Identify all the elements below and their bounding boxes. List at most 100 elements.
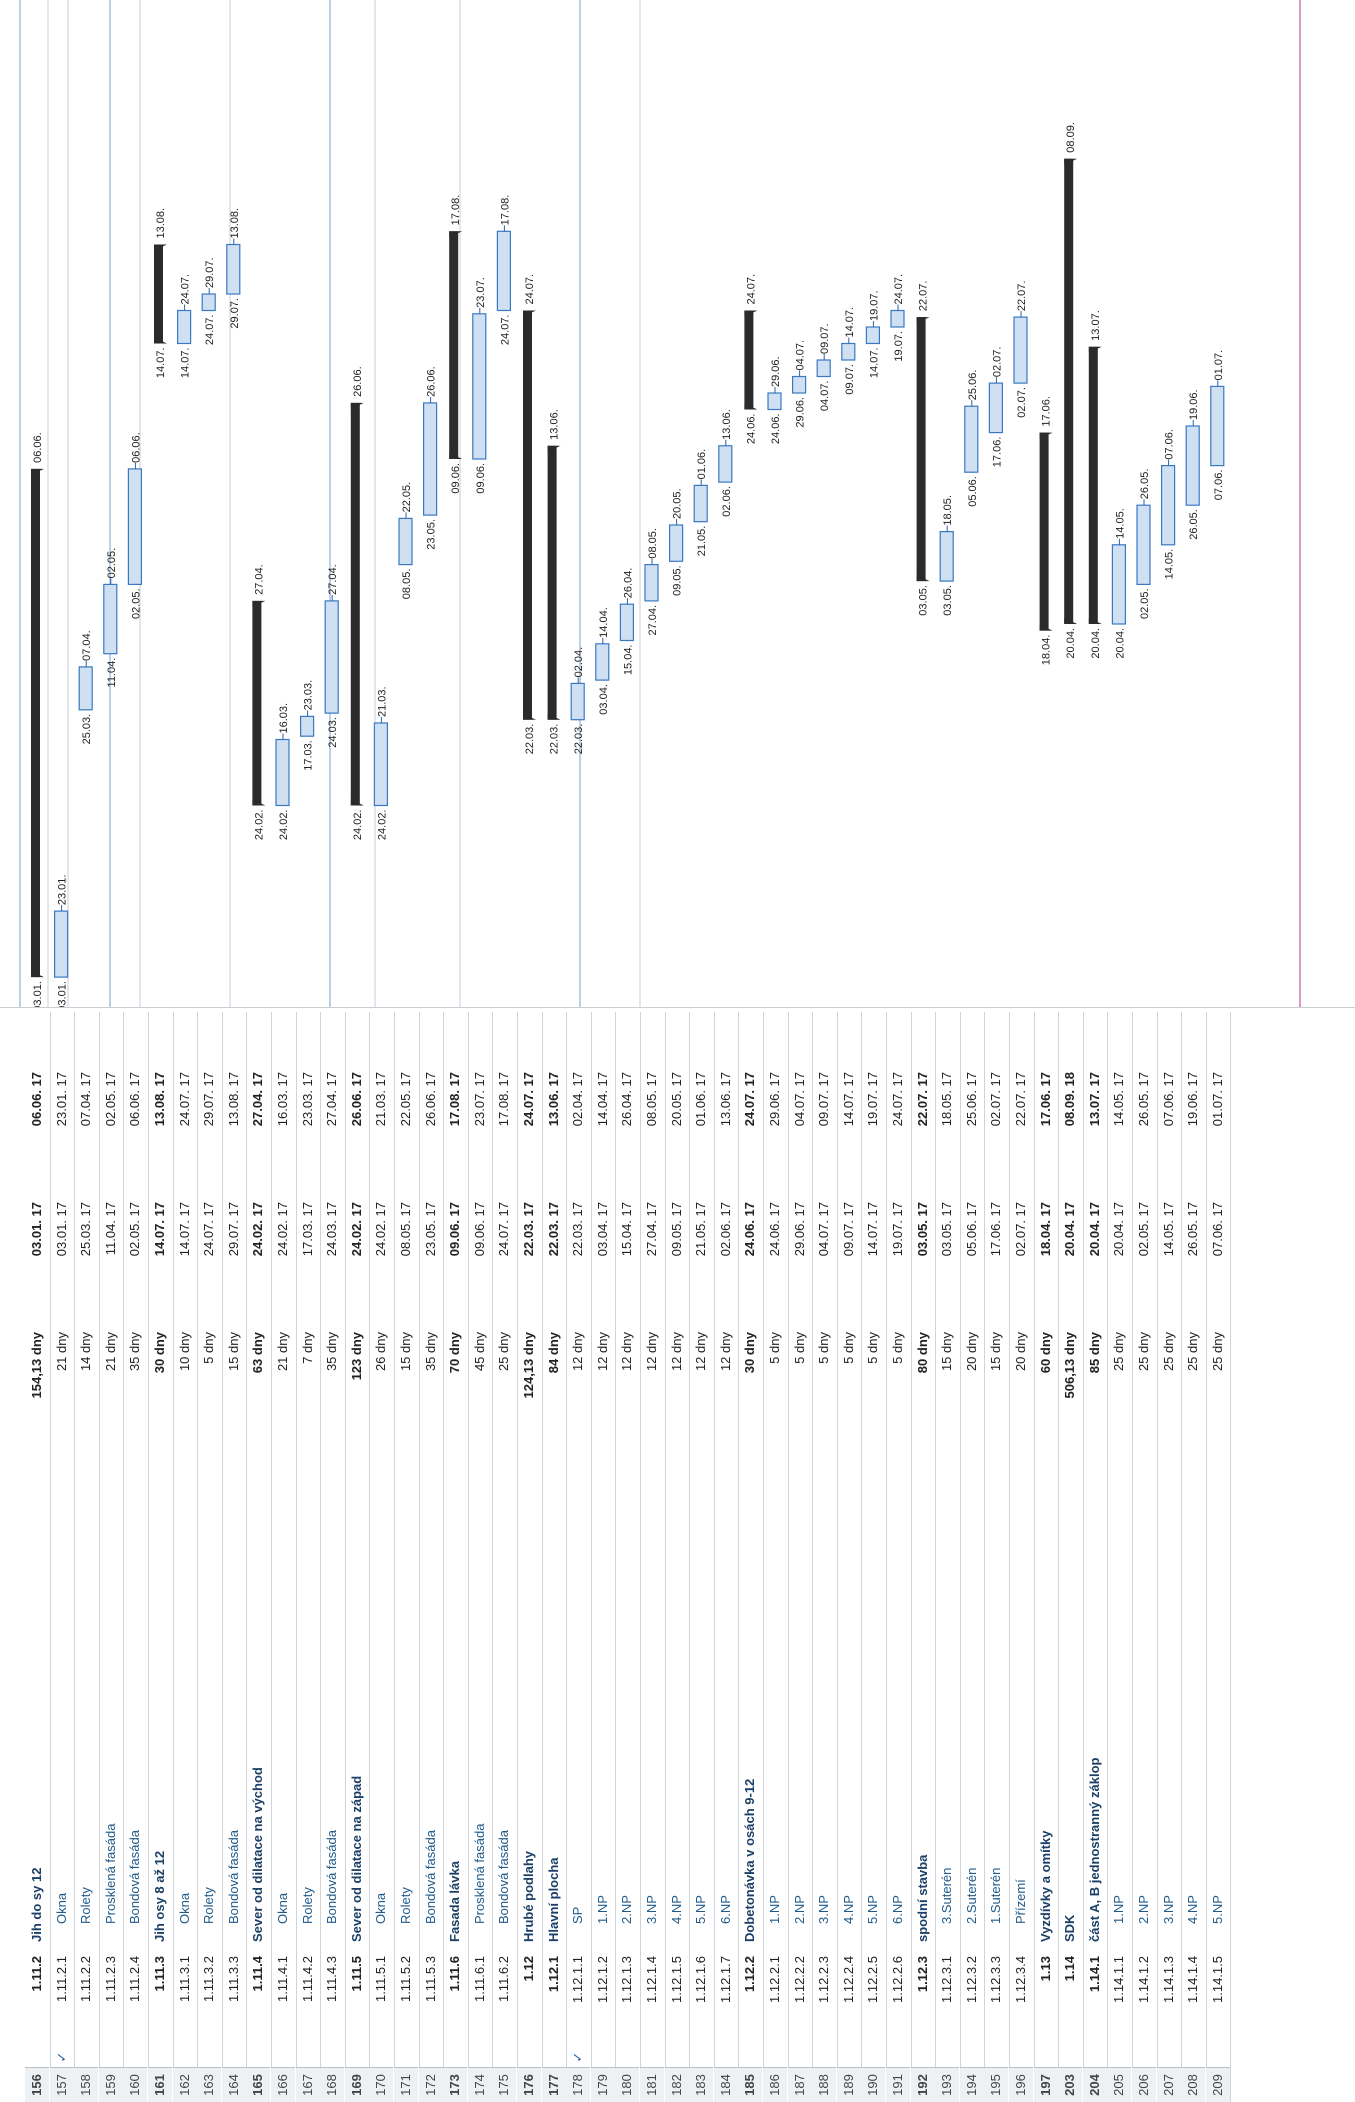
check-icon [640,2046,664,2068]
table-row[interactable]: 160 1.11.2.4 Bondová fasáda 35 dny 02.05. 17… [123,1012,149,2102]
table-row[interactable]: 204 1.14.1 část A, B jednostranný záklop 85… [1083,1012,1109,2102]
task-name: část A, B jednostranný záklop [1083,1482,1107,1942]
start-date: 03.04. 17 [591,1202,615,1312]
table-row[interactable]: 182 1.12.1.5 4.NP 12 dny 09.05. 17 20.05. 17 [665,1012,691,2102]
row-id: 208 [1181,2067,1205,2102]
bar-start-label: 26.05. [1188,509,1200,540]
row-id: 178 [566,2067,590,2102]
table-row[interactable]: 178 ✓ 1.12.1.1 SP 12 dny 22.03. 17 02.04. 17 [566,1012,592,2102]
table-row[interactable]: 180 1.12.1.3 2.NP 12 dny 15.04. 17 26.04. 17 [615,1012,641,2102]
table-row[interactable]: 179 1.12.1.2 1.NP 12 dny 03.04. 17 14.04. 17 [591,1012,617,2102]
table-row[interactable]: 207 1.14.1.3 3.NP 25 dny 14.05. 17 07.06. 17 [1157,1012,1183,2102]
table-row[interactable]: 157 ✓ 1.11.2.1 Okna 21 dny 03.01. 17 23.01. 17 [50,1012,76,2102]
table-row[interactable]: 181 1.12.1.4 3.NP 12 dny 27.04. 17 08.05. 17 [640,1012,666,2102]
table-row[interactable]: 189 1.12.2.4 4.NP 5 dny 09.07. 17 14.07. 17 [837,1012,863,2102]
table-row[interactable]: 203 1.14 SDK 506,13 dny 20.04. 17 08.09. 18 [1058,1012,1084,2102]
start-date: 29.07. 17 [222,1202,246,1312]
task-bar [374,723,387,806]
start-date: 22.03. 17 [566,1202,590,1312]
table-row[interactable]: 159 1.11.2.3 Prosklená fasáda 21 dny 11.04. … [99,1012,125,2102]
start-date: 11.04. 17 [99,1202,123,1312]
table-row[interactable]: 167 1.11.4.2 Rolety 7 dny 17.03. 17 23.03. 17 [296,1012,322,2102]
bar-end-label: 24.07. [180,274,192,305]
table-row[interactable]: 191 1.12.2.6 6.NP 5 dny 19.07. 17 24.07. 17 [886,1012,912,2102]
table-row[interactable]: 188 1.12.2.3 3.NP 5 dny 04.07. 17 09.07. 17 [812,1012,838,2102]
check-icon [886,2046,910,2068]
table-row[interactable]: 193 1.12.3.1 3.Suterén 15 dny 03.05. 17 18.05… [935,1012,961,2102]
bar-end-label: 02.07. [991,347,1003,378]
table-row[interactable]: 170 1.11.5.1 Okna 26 dny 24.02. 17 21.03. 17 [369,1012,395,2102]
start-date: 07.06. 17 [1206,1202,1230,1312]
bar-end-label: 26.06. [352,366,364,397]
table-row[interactable]: 187 1.12.2.2 2.NP 5 dny 29.06. 17 04.07. 17 [788,1012,814,2102]
table-row[interactable]: 176 1.12 Hrubé podlahy 124,13 dny 22.03. 17 2… [517,1012,543,2102]
task-name: 2.NP [1132,1464,1156,1942]
table-row[interactable]: 183 1.12.1.6 5.NP 12 dny 21.05. 17 01.06. 17 [689,1012,715,2102]
task-bar [793,377,806,394]
end-date: 21.03. 17 [369,1072,393,1182]
end-date: 24.07. 17 [738,1072,762,1182]
wbs-code: 1.11.3 [148,1946,172,2046]
bar-end-label: 27.04. [327,564,339,595]
end-date: 19.07. 17 [861,1072,885,1182]
table-row[interactable]: 186 1.12.2.1 1.NP 5 dny 24.06. 17 29.06. 17 [763,1012,789,2102]
task-name: Jih do sy 12 [25,1482,49,1942]
row-id: 204 [1083,2067,1107,2102]
wbs-code: 1.12.3.1 [935,1946,959,2046]
table-row[interactable]: 208 1.14.1.4 4.NP 25 dny 26.05. 17 19.06. 17 [1181,1012,1207,2102]
end-date: 26.05. 17 [1132,1072,1156,1182]
table-row[interactable]: 197 1.13 Vyzdívky a omítky 60 dny 18.04. 17 1… [1034,1012,1060,2102]
bar-end-label: 13.06. [721,409,733,440]
end-date: 24.07. 17 [173,1072,197,1182]
check-icon [591,2046,615,2068]
table-row[interactable]: 172 1.11.5.3 Bondová fasáda 35 dny 23.05. 17… [419,1012,445,2102]
start-date: 24.07. 17 [492,1202,516,1312]
table-row[interactable]: 162 1.11.3.1 Okna 10 dny 14.07. 17 24.07. 17 [173,1012,199,2102]
table-row[interactable]: 184 1.12.1.7 6.NP 12 dny 02.06. 17 13.06. 17 [714,1012,740,2102]
table-row[interactable]: 175 1.11.6.2 Bondová fasáda 25 dny 24.07. 17… [492,1012,518,2102]
table-row[interactable]: 161 1.11.3 Jih osy 8 až 12 30 dny 14.07. 17 1… [148,1012,174,2102]
duration: 123 dny [345,1332,369,1452]
row-id: 183 [689,2067,713,2102]
wbs-code: 1.12.2.3 [812,1946,836,2046]
duration: 25 dny [492,1332,516,1452]
table-row[interactable]: 174 1.11.6.1 Prosklená fasáda 45 dny 09.06. … [468,1012,494,2102]
task-bar [768,393,781,410]
table-row[interactable]: 173 1.11.6 Fasada lávka 70 dny 09.06. 17 17.0… [443,1012,469,2102]
table-row[interactable]: 156 1.11.2 Jih do sy 12 154,13 dny 03.01. 17… [25,1012,51,2102]
wbs-code: 1.11.4.3 [320,1946,344,2046]
table-row[interactable]: 205 1.14.1.1 1.NP 25 dny 20.04. 17 14.05. 17 [1107,1012,1133,2102]
wbs-code: 1.11.5.2 [394,1946,418,2046]
check-icon [419,2046,443,2068]
table-row[interactable]: 195 1.12.3.3 1.Suterén 15 dny 17.06. 17 02.07… [984,1012,1010,2102]
end-date: 24.07. 17 [517,1072,541,1182]
table-row[interactable]: 171 1.11.5.2 Rolety 15 dny 08.05. 17 22.05. 1… [394,1012,420,2102]
table-row[interactable]: 158 1.11.2.2 Rolety 14 dny 25.03. 17 07.04. 1… [74,1012,100,2102]
duration: 26 dny [369,1332,393,1452]
table-row[interactable]: 185 1.12.2 Dobetonávka v osách 9-12 30 dny 2… [738,1012,764,2102]
table-row[interactable]: 194 1.12.3.2 2.Suterén 20 dny 05.06. 17 25.06… [960,1012,986,2102]
row-id: 205 [1107,2067,1131,2102]
table-row[interactable]: 165 1.11.4 Sever od dilatace na východ 63 d… [246,1012,272,2102]
task-bar [694,485,707,521]
table-row[interactable]: 168 1.11.4.3 Bondová fasáda 35 dny 24.03. 17… [320,1012,346,2102]
check-icon [1034,2046,1058,2068]
check-icon [911,2046,935,2068]
table-row[interactable]: 209 1.14.1.5 5.NP 25 dny 07.06. 17 01.07. 17 [1206,1012,1232,2102]
table-row[interactable]: 169 1.11.5 Sever od dilatace na západ 123 d… [345,1012,371,2102]
table-row[interactable]: 177 1.12.1 Hlavní plocha 84 dny 22.03. 17 13.… [542,1012,568,2102]
duration: 25 dny [1107,1332,1131,1452]
table-row[interactable]: 164 1.11.3.3 Bondová fasáda 15 dny 29.07. 17… [222,1012,248,2102]
end-date: 23.07. 17 [468,1072,492,1182]
table-row[interactable]: 166 1.11.4.1 Okna 21 dny 24.02. 17 16.03. 17 [271,1012,297,2102]
table-row[interactable]: 196 1.12.3.4 Přízemí 20 dny 02.07. 17 22.07. … [1009,1012,1035,2102]
table-row[interactable]: 206 1.14.1.2 2.NP 25 dny 02.05. 17 26.05. 17 [1132,1012,1158,2102]
table-row[interactable]: 190 1.12.2.5 5.NP 5 dny 14.07. 17 19.07. 17 [861,1012,887,2102]
task-name: 3.NP [640,1464,664,1942]
table-row[interactable]: 163 1.11.3.2 Rolety 5 dny 24.07. 17 29.07. 17 [197,1012,223,2102]
bar-end-label: 06.06. [130,432,142,463]
bar-end-label: 09.07. [819,323,831,354]
task-name: spodní stavba [911,1482,935,1942]
end-date: 27.04. 17 [320,1072,344,1182]
table-row[interactable]: 192 1.12.3 spodní stavba 80 dny 03.05. 17 22.… [911,1012,937,2102]
